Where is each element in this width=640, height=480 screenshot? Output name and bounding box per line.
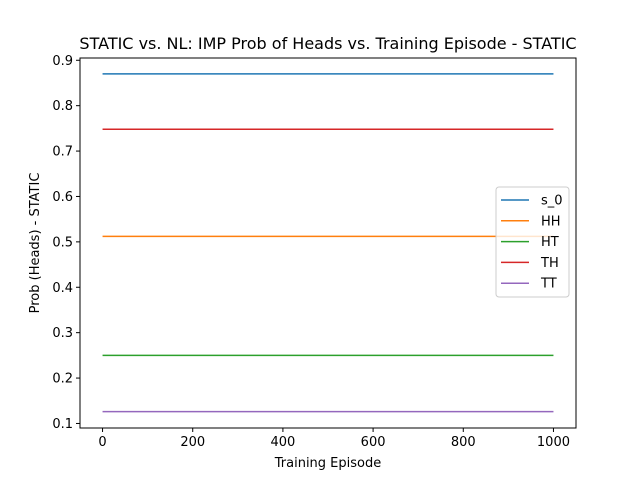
- legend: s_0 HH HT TH TT: [495, 186, 570, 298]
- y-axis-title: Prob (Heads) - STATIC: [28, 173, 43, 314]
- x-axis-title: Training Episode: [274, 456, 381, 471]
- legend-frame: [495, 186, 570, 298]
- y-tick-label: 0.6: [52, 190, 73, 205]
- x-tick-label: 0: [98, 435, 106, 450]
- y-tick-label: 0.3: [52, 326, 73, 341]
- y-tick-label: 0.5: [52, 235, 73, 250]
- x-tick-label: 400: [270, 435, 295, 450]
- y-tick-label: 0.2: [52, 372, 73, 387]
- legend-label: HH: [541, 214, 561, 229]
- chart-title: STATIC vs. NL: IMP Prob of Heads vs. Tra…: [79, 34, 576, 53]
- x-tick-label: 800: [451, 435, 476, 450]
- x-tick-label: 1000: [537, 435, 570, 450]
- y-tick-label: 0.9: [52, 54, 73, 69]
- legend-label: TH: [540, 256, 559, 271]
- y-tick-label: 0.4: [52, 281, 73, 296]
- y-axis-ticks: 0.1 0.2 0.3 0.4 0.5 0.6 0.7 0.8 0.9: [52, 54, 80, 432]
- y-tick-label: 0.1: [52, 417, 73, 432]
- x-tick-label: 600: [361, 435, 386, 450]
- y-tick-label: 0.8: [52, 99, 73, 114]
- x-tick-label: 200: [180, 435, 205, 450]
- plot-frame: [79, 57, 577, 429]
- legend-label: HT: [541, 235, 559, 250]
- legend-label: TT: [540, 277, 557, 292]
- y-tick-label: 0.7: [52, 145, 73, 160]
- series-layer: [102, 73, 554, 413]
- legend-label: s_0: [541, 194, 563, 209]
- x-axis-ticks: 0 200 400 600 800 1000: [98, 428, 570, 450]
